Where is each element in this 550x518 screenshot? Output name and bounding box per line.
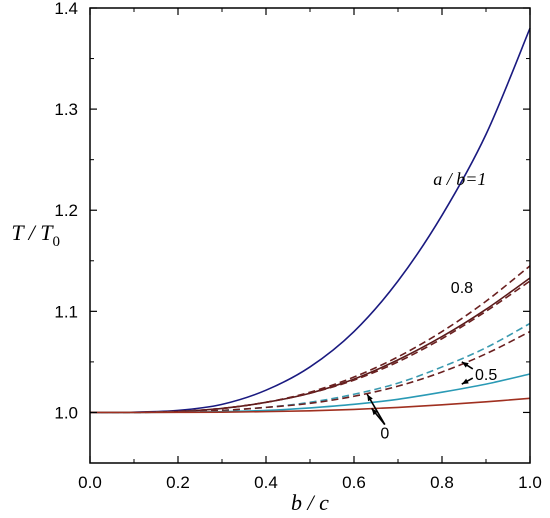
annotation-0-5: 0.5 [475, 367, 497, 384]
x-tick-label: 0.4 [254, 473, 278, 492]
series-line-5 [89, 330, 531, 414]
series-line-0 [89, 27, 531, 414]
y-tick-label: 1.1 [54, 302, 78, 321]
series-line-7 [89, 397, 531, 414]
x-ticks: 0.0 0.2 0.4 0.6 0.8 1.0 [78, 8, 542, 492]
annotation-ab-1: a / b=1 [433, 169, 486, 189]
y-tick-label: 1.3 [54, 100, 78, 119]
y-axis-label: T / T0 [11, 220, 60, 250]
series-line-2 [89, 265, 531, 414]
arrow-0-5-a-head [461, 361, 469, 368]
annotation-0: 0 [380, 426, 389, 443]
y-ticks: 1.0 1.1 1.2 1.3 1.4 [54, 0, 530, 422]
x-axis-label: b / c [291, 490, 329, 515]
arrow-0-5-b-head [461, 378, 469, 385]
series-line-4 [89, 322, 531, 414]
series-line-3 [89, 280, 531, 414]
y-tick-label: 1.4 [54, 0, 78, 18]
annotation-0-8: 0.8 [451, 280, 473, 297]
plot-frame [89, 7, 531, 464]
x-tick-label: 0.2 [166, 473, 190, 492]
x-tick-label: 0.8 [430, 473, 454, 492]
x-tick-label: 0.6 [342, 473, 366, 492]
arrow-0-b-head [371, 408, 378, 416]
annotation-arrows [366, 361, 474, 426]
y-tick-label: 1.0 [54, 403, 78, 422]
arrow-0-a-head [367, 394, 373, 402]
y-tick-label: 1.2 [54, 201, 78, 220]
x-tick-label: 1.0 [518, 473, 542, 492]
x-tick-label: 0.0 [78, 473, 102, 492]
curves-layer [89, 27, 531, 414]
